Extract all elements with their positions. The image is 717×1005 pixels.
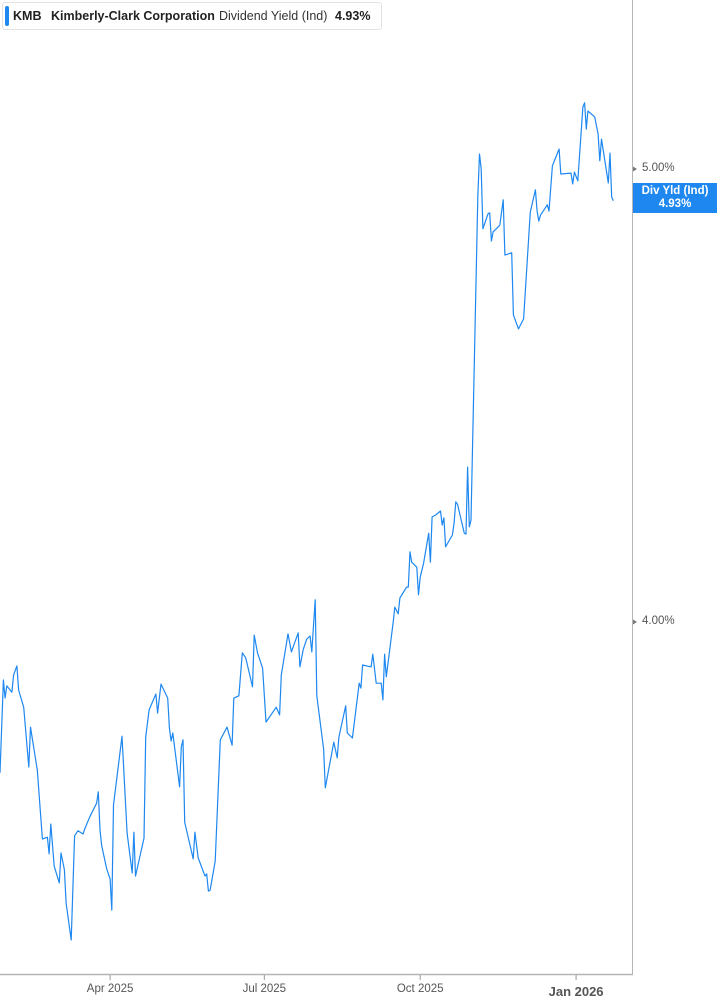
badge-label: Div Yld (Ind) [641,185,709,197]
y-tick-label: 5.00% [642,162,675,174]
y-tick-mark [633,166,637,172]
badge-value: 4.93% [658,198,692,210]
x-tick-label: Jul 2025 [242,983,287,995]
y-tick-mark [633,619,637,625]
legend-metric: Dividend Yield (Ind) [219,9,328,23]
legend-color-bar [5,6,9,26]
legend-ticker: KMB [13,9,42,23]
series-line [0,102,614,941]
legend: KMB Kimberly-Clark Corporation Dividend … [2,2,382,30]
x-tick-label: Apr 2025 [86,983,134,995]
x-tick-label: Jan 2026 [548,984,604,999]
y-tick-label: 4.00% [642,615,675,627]
legend-company: Kimberly-Clark Corporation [51,9,215,23]
current-value-badge: Div Yld (Ind) 4.93% [633,183,717,213]
x-tick-label: Oct 2025 [396,983,444,995]
legend-value: 4.93% [335,9,371,23]
